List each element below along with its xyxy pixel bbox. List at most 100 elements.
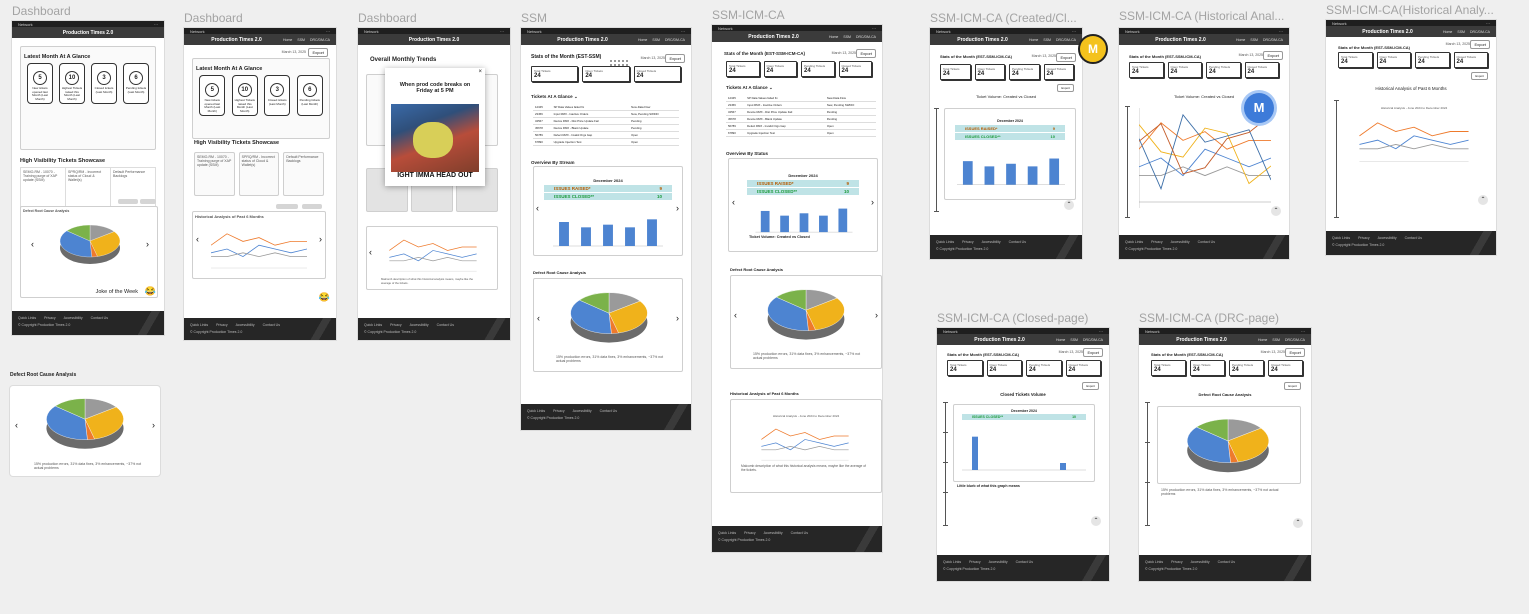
frame-closed-page[interactable]: Network ⋯ Production Times 2.0 Home SSM DRC/…	[937, 328, 1109, 581]
scroll-track[interactable]	[934, 108, 939, 212]
pager-pill[interactable]	[302, 204, 322, 209]
footer-link[interactable]: Privacy	[1358, 236, 1370, 240]
footer-link[interactable]: Contact Us	[1015, 560, 1033, 564]
footer-link[interactable]: Contact Us	[1008, 240, 1026, 244]
chevron-down-icon[interactable]: ⌄	[768, 85, 773, 90]
export-button[interactable]: Export	[308, 48, 328, 57]
frame-dashboard-1[interactable]: Network ⋯ Production Times 2.0 Latest Mon…	[12, 21, 164, 335]
table-row[interactable]: 23456 Input RMX - Inactive Orders New, Pen…	[533, 110, 679, 118]
nav-link[interactable]: DRC/DM-CA	[664, 37, 685, 42]
kpi-card[interactable]: Total Tickets 24	[726, 61, 760, 77]
kpi-card[interactable]: Closed Tickets 24	[1453, 52, 1488, 68]
footer-link[interactable]: Contact Us	[1197, 240, 1215, 244]
frame-label[interactable]: Dashboard	[358, 11, 417, 25]
nav-link[interactable]: SSM	[652, 37, 660, 42]
footer-link[interactable]: Contact Us	[262, 323, 280, 327]
kpi-card[interactable]: Open Tickets 24	[763, 61, 797, 77]
export-button[interactable]: Export	[1470, 40, 1490, 49]
showcase-card[interactable]: Default Performance Backlogs	[111, 168, 155, 213]
scroll-track[interactable]	[943, 402, 948, 526]
nav-link[interactable]: SSM	[1457, 29, 1465, 34]
footer-link[interactable]: Accessibility	[763, 531, 783, 535]
pager-pill[interactable]	[118, 199, 138, 204]
footer-link[interactable]: Contact Us	[790, 531, 808, 535]
kpi-card[interactable]: Total Tickets 24	[1151, 360, 1186, 376]
kpi-card[interactable]: Closed Tickets 24	[1043, 64, 1074, 80]
frame-label[interactable]: SSM-ICM-CA(Historical Analy...	[1326, 3, 1494, 17]
footer-link[interactable]: Accessibility	[1170, 240, 1190, 244]
chevron-right-icon[interactable]: ›	[319, 234, 322, 244]
sort-button[interactable]: Export	[1057, 84, 1074, 92]
tickets-title[interactable]: Tickets At A Glance ⌄	[531, 94, 578, 100]
footer-link[interactable]: Accessibility	[409, 323, 429, 327]
nav-link[interactable]: Home	[638, 37, 648, 42]
collaborator-avatar[interactable]: M	[1078, 34, 1108, 64]
nav-link[interactable]: DRC/DM-CA	[855, 34, 876, 39]
footer-link[interactable]: Privacy	[216, 323, 228, 327]
kpi-card[interactable]: Open Tickets 24	[1376, 52, 1411, 68]
footer-link[interactable]: Quick Links	[527, 409, 546, 413]
footer-link[interactable]: Quick Links	[1332, 236, 1351, 240]
footer-link[interactable]: Quick Links	[1125, 240, 1144, 244]
frame-label[interactable]: Dashboard	[12, 4, 71, 18]
footer-link[interactable]: Contact Us	[1404, 236, 1422, 240]
frame-label[interactable]: Dashboard	[184, 11, 243, 25]
kpi-card[interactable]: Pending Tickets 24	[801, 61, 835, 77]
chevron-right-icon[interactable]: ›	[676, 313, 679, 323]
chevron-left-icon[interactable]: ‹	[537, 313, 540, 323]
kpi-card[interactable]: Open Tickets 24	[1190, 360, 1225, 376]
meme-popup[interactable]: × When prod code breaks on Friday at 5 P…	[385, 68, 485, 186]
showcase-card[interactable]: SPRQ/RM - Incorrect status of Cloud & Wa…	[238, 152, 280, 196]
footer-link[interactable]: Contact Us	[436, 323, 454, 327]
chevron-right-icon[interactable]: ›	[676, 203, 679, 213]
footer-link[interactable]: Quick Links	[943, 560, 962, 564]
frame-label[interactable]: SSM-ICM-CA	[712, 8, 785, 22]
footer-link[interactable]: Accessibility	[1377, 236, 1397, 240]
scroll-track[interactable]	[1334, 100, 1339, 218]
sort-button[interactable]: Export	[1082, 382, 1099, 390]
export-button[interactable]: Export	[1083, 348, 1103, 357]
footer-link[interactable]: Quick Links	[1145, 560, 1164, 564]
table-row[interactable]: 56789 Defect RMX - Invalid Orgs Gap Open	[726, 122, 876, 130]
showcase-card[interactable]: SPRQ/RM - Incorrect status of Cloud & Wa…	[66, 168, 111, 213]
footer-link[interactable]: Accessibility	[1190, 560, 1210, 564]
frame-created-closed[interactable]: Network ⋯ Production Times 2.0 Home SSM DRC/…	[930, 28, 1082, 259]
scroll-up-icon[interactable]: ⌃	[1478, 195, 1488, 205]
nav-link[interactable]: Home	[1236, 37, 1246, 42]
footer-link[interactable]: Accessibility	[235, 323, 255, 327]
frame-label[interactable]: SSM	[521, 11, 548, 25]
kpi-card[interactable]: Pending Tickets 24	[1026, 360, 1062, 376]
chevron-right-icon[interactable]: ›	[871, 197, 874, 207]
nav-link[interactable]: Home	[1443, 29, 1453, 34]
scroll-up-icon[interactable]: ⌃	[1293, 518, 1303, 528]
footer-link[interactable]: Privacy	[390, 323, 402, 327]
nav-link[interactable]: SSM	[1070, 337, 1078, 342]
kpi-card[interactable]: Pending Tickets 24	[1229, 360, 1264, 376]
kpi-card[interactable]: Closed Tickets 24	[1244, 62, 1279, 78]
footer-link[interactable]: Accessibility	[572, 409, 592, 413]
scroll-up-icon[interactable]: ⌃	[1091, 516, 1101, 526]
laugh-emoji-icon[interactable]: 😂	[144, 286, 156, 296]
footer-link[interactable]: Privacy	[44, 316, 56, 320]
table-row[interactable]: 12345 SP Data Values failed fix New-Data F…	[726, 95, 876, 102]
kpi-card[interactable]: Closed Tickets 24	[633, 66, 681, 82]
export-button[interactable]: Export	[1056, 53, 1076, 62]
footer-link[interactable]: Quick Links	[718, 531, 737, 535]
kpi-card[interactable]: Pending Tickets 24	[1415, 52, 1450, 68]
kpi-card[interactable]: Total Tickets 24	[947, 360, 983, 376]
nav-link[interactable]: SSM	[1272, 337, 1280, 342]
kpi-card[interactable]: Closed Tickets 24	[1268, 360, 1303, 376]
table-row[interactable]: 67890 Upgrade Injection Test Open	[726, 129, 876, 137]
chevron-left-icon[interactable]: ‹	[15, 420, 18, 430]
footer-link[interactable]: Contact Us	[599, 409, 617, 413]
frame-label[interactable]: SSM-ICM-CA (Closed-page)	[937, 311, 1089, 325]
tickets-title[interactable]: Tickets At A Glance ⌄	[726, 85, 773, 91]
nav-link[interactable]: SSM	[297, 37, 305, 42]
defect-card-standalone[interactable]: ‹ › 15% production errors, 31% data fixe…	[10, 386, 160, 476]
pager-pill[interactable]	[276, 204, 298, 209]
nav-link[interactable]: DRC/DM-CA	[1469, 29, 1490, 34]
nav-link[interactable]: Home	[1056, 337, 1066, 342]
showcase-card[interactable]: SEMO-RM - 10070 - Training purge of XAP …	[21, 168, 66, 213]
kpi-card[interactable]: Pending Tickets 24	[1206, 62, 1241, 78]
frame-dashboard-2[interactable]: Network ⋯ Production Times 2.0 Home SSM DRC/…	[184, 28, 336, 340]
